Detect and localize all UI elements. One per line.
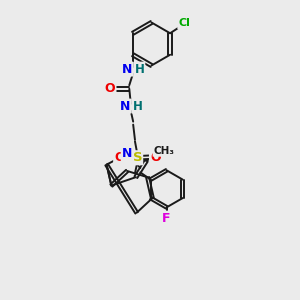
Text: O: O xyxy=(114,151,125,164)
Text: N: N xyxy=(120,100,130,112)
Text: O: O xyxy=(150,151,160,164)
Text: CH₃: CH₃ xyxy=(153,146,174,156)
Text: N: N xyxy=(122,63,133,76)
Text: S: S xyxy=(133,151,142,164)
Text: Cl: Cl xyxy=(178,18,190,28)
Text: O: O xyxy=(105,82,116,95)
Text: F: F xyxy=(162,212,171,225)
Text: N: N xyxy=(122,147,132,161)
Text: H: H xyxy=(132,100,142,112)
Text: H: H xyxy=(134,63,144,76)
